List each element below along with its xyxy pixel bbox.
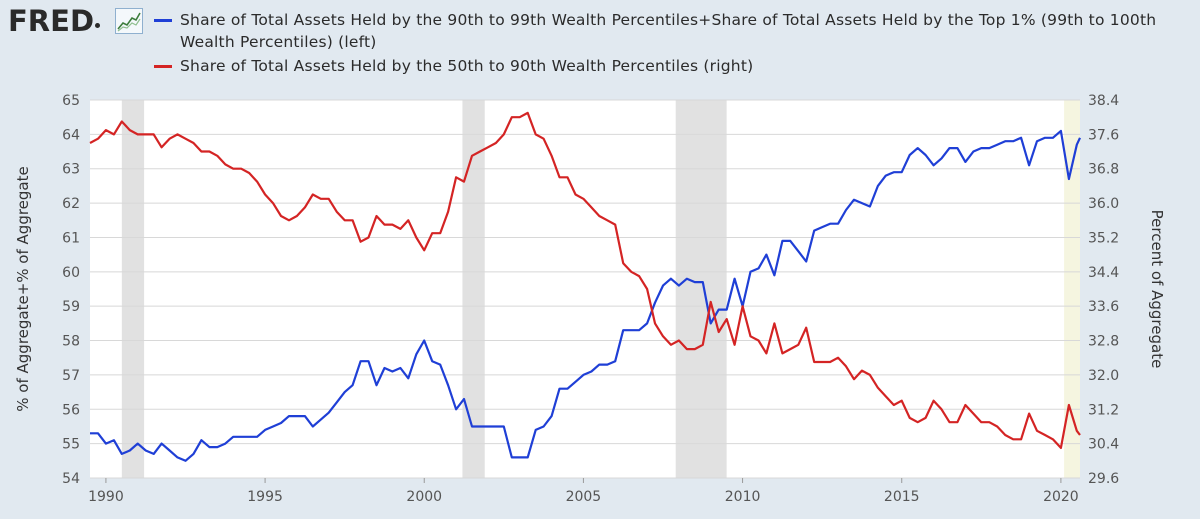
- chart-legend: Share of Total Assets Held by the 90th t…: [152, 9, 1192, 77]
- right-tick-label: 37.6: [1088, 127, 1119, 143]
- recession-band: [675, 100, 727, 478]
- x-axis-ticks: 1990 1995 2000 2005 2010 2015 2020: [88, 478, 1079, 505]
- line-chart-icon: [115, 8, 143, 34]
- x-tick-label: 2020: [1043, 489, 1079, 505]
- chart-header: FRED Share of Total Assets Held by the 9…: [0, 0, 1200, 95]
- x-tick-label: 2005: [566, 489, 602, 505]
- x-tick-label: 2015: [884, 489, 920, 505]
- left-tick-label: 55: [62, 437, 80, 453]
- x-tick-label: 2010: [725, 489, 761, 505]
- right-tick-label: 35.2: [1088, 230, 1119, 246]
- left-tick-label: 54: [62, 471, 80, 487]
- series-lines: [89, 111, 1081, 462]
- left-axis-title: % of Aggregate+% of Aggregate: [14, 166, 32, 411]
- recent-period-band: [1064, 100, 1080, 478]
- right-tick-label: 30.4: [1088, 437, 1119, 453]
- right-axis-ticks: 29.6 30.4 31.2 32.0 32.8 33.6 34.4 35.2 36.0 36.8…: [1088, 93, 1119, 487]
- left-axis-ticks: 54 55 56 57 58 59 60 61 62 63 64 65: [62, 93, 80, 487]
- left-tick-label: 57: [62, 368, 80, 384]
- recession-shading: [121, 100, 1080, 478]
- recession-band: [462, 100, 485, 478]
- right-tick-label: 36.0: [1088, 196, 1119, 212]
- right-tick-label: 34.4: [1088, 265, 1119, 281]
- gridlines: [90, 99, 1080, 479]
- right-tick-label: 29.6: [1088, 471, 1119, 487]
- series-line-50-90[interactable]: [89, 111, 1081, 449]
- left-tick-label: 65: [62, 93, 80, 109]
- x-tick-label: 2000: [406, 489, 442, 505]
- plot-background: [90, 100, 1080, 478]
- legend-swatch-red: [154, 65, 172, 68]
- legend-label-blue: Share of Total Assets Held by the 90th t…: [180, 11, 1157, 51]
- left-tick-label: 58: [62, 334, 80, 350]
- left-tick-label: 62: [62, 196, 80, 212]
- legend-item-blue[interactable]: Share of Total Assets Held by the 90th t…: [152, 9, 1192, 53]
- x-tick-label: 1990: [88, 489, 124, 505]
- series-line-90-99-plus-top1[interactable]: [90, 129, 1081, 462]
- right-axis-title: Percent of Aggregate: [1148, 210, 1166, 369]
- left-tick-label: 61: [62, 230, 80, 246]
- left-tick-label: 59: [62, 299, 80, 315]
- right-tick-label: 31.2: [1088, 402, 1119, 418]
- right-tick-label: 38.4: [1088, 93, 1119, 109]
- right-tick-label: 33.6: [1088, 299, 1119, 315]
- left-tick-label: 63: [62, 162, 80, 178]
- logo-dot: [95, 23, 101, 28]
- logo-text: FRED: [8, 4, 95, 38]
- right-tick-label: 32.8: [1088, 334, 1119, 350]
- fred-logo[interactable]: FRED: [8, 4, 101, 38]
- right-tick-label: 32.0: [1088, 368, 1119, 384]
- legend-item-red[interactable]: Share of Total Assets Held by the 50th t…: [152, 55, 1192, 77]
- legend-swatch-blue: [154, 19, 172, 22]
- left-tick-label: 60: [62, 265, 80, 281]
- x-tick-label: 1995: [247, 489, 283, 505]
- left-tick-label: 56: [62, 402, 80, 418]
- legend-label-red: Share of Total Assets Held by the 50th t…: [180, 57, 754, 75]
- right-tick-label: 36.8: [1088, 162, 1119, 178]
- recession-band: [121, 100, 145, 478]
- left-tick-label: 64: [62, 127, 80, 143]
